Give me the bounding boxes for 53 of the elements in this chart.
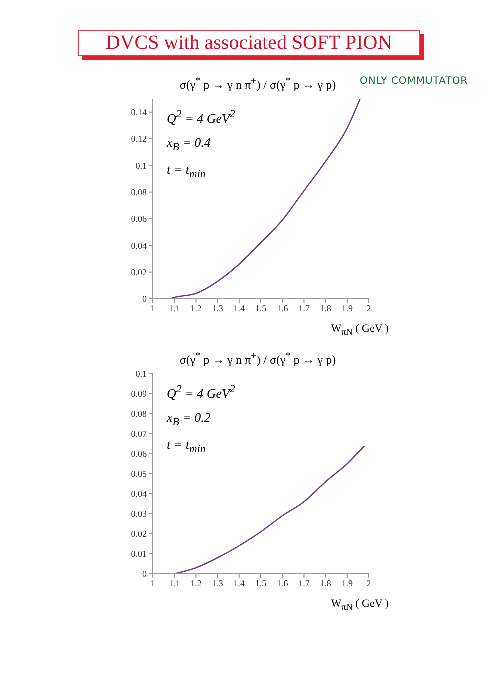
x-tick-label: 1.8 — [320, 303, 332, 314]
text: DVCS with associated SOFT PION — [106, 32, 392, 54]
y-tick-label: 0.04 — [131, 489, 148, 500]
x-tick-label: 2 — [366, 303, 372, 314]
x-tick-label: 1.6 — [276, 303, 289, 314]
x-tick-label: 2 — [366, 578, 372, 588]
chart-title: σ(γ$^{*}$ p → γ n π$^{+}$) / σ(γ$^{*}$ p → γ p) — [180, 76, 336, 92]
x-tick-label: 1.1 — [168, 578, 180, 588]
x-tick-label: 1.1 — [168, 303, 180, 314]
annotation: Q$^{2}$ = 4 GeV$^{2}$ — [167, 384, 236, 402]
y-tick-label: 0.01 — [131, 549, 147, 560]
y-tick-label: 0.14 — [131, 108, 148, 118]
x-tick-label: 1.3 — [212, 578, 224, 588]
annotation: x$_{B}$ = 0.4 — [167, 135, 211, 154]
y-tick-label: 0.1 — [136, 160, 147, 171]
x-tick-label: 1.2 — [190, 578, 202, 588]
y-tick-label: 0 — [142, 294, 148, 304]
x-axis-title: W$_{πN}$ ( GeV ) — [331, 598, 389, 612]
y-tick-label: 0.07 — [131, 429, 148, 440]
y-tick-label: 0 — [142, 569, 148, 580]
annotation: t = t$_{min}$ — [167, 162, 206, 181]
y-tick-label: 0.06 — [131, 449, 148, 460]
x-tick-label: 1.5 — [255, 578, 268, 588]
annotation: x$_{B}$ = 0.2 — [167, 410, 211, 429]
x-tick-label: 1.9 — [342, 303, 354, 314]
x-tick-label: 1.8 — [320, 578, 332, 588]
y-tick-label: 0.08 — [131, 409, 148, 420]
y-tick-label: 0.06 — [131, 214, 148, 224]
y-tick-label: 0.03 — [131, 509, 148, 520]
x-tick-label: 1 — [150, 578, 156, 588]
annotation: Q$^{2}$ = 4 GeV$^{2}$ — [167, 109, 236, 126]
chart-title: σ(γ$^{*}$ p → γ n π$^{+}$) / σ(γ$^{*}$ p → γ p) — [180, 351, 336, 367]
y-tick-label: 0.02 — [131, 529, 147, 540]
x-tick-label: 1.7 — [298, 303, 310, 314]
x-tick-label: 1.2 — [190, 303, 202, 314]
y-tick-label: 0.02 — [131, 268, 147, 278]
x-tick-label: 1.6 — [276, 578, 289, 588]
x-tick-label: 1.4 — [234, 578, 246, 588]
x-tick-label: 1 — [150, 303, 156, 314]
x-axis-title: W$_{πN}$ ( GeV ) — [331, 323, 389, 338]
annotation: t = t$_{min}$ — [167, 436, 206, 456]
x-tick-label: 1.5 — [255, 303, 268, 314]
x-tick-label: 1.4 — [234, 303, 246, 314]
y-tick-label: 0.09 — [131, 389, 148, 400]
x-tick-label: 1.3 — [212, 303, 224, 314]
x-tick-label: 1.9 — [342, 578, 354, 588]
text: ONLY COMMUTATOR — [360, 76, 468, 87]
y-tick-label: 0.08 — [131, 188, 148, 198]
y-tick-label: 0.12 — [131, 134, 147, 144]
y-tick-label: 0.04 — [131, 240, 148, 251]
x-tick-label: 1.7 — [298, 578, 310, 588]
y-tick-label: 0.1 — [136, 369, 147, 380]
y-tick-label: 0.05 — [131, 469, 148, 480]
